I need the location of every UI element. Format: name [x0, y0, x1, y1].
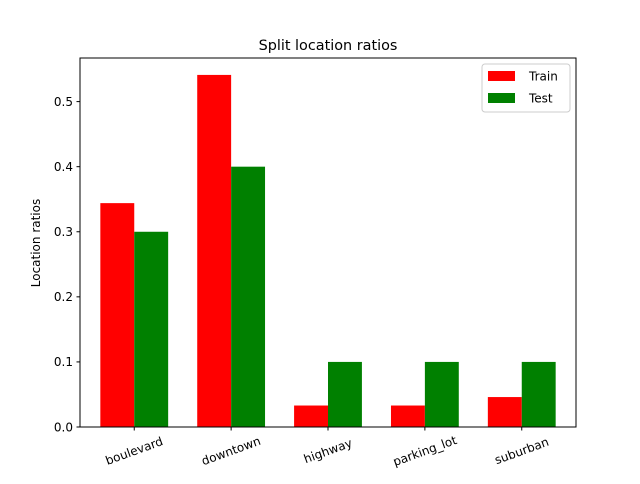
y-tick-label: 0.1 — [54, 355, 73, 369]
bar-train-downtown — [197, 74, 232, 428]
legend-label-train: Train — [528, 69, 558, 83]
y-axis-label: Location ratios — [29, 199, 43, 288]
bar-train-suburban — [487, 397, 522, 427]
bar-test-downtown — [231, 166, 266, 427]
legend-swatch-test — [488, 93, 515, 103]
bar-train-boulevard — [100, 203, 135, 427]
y-tick-label: 0.3 — [54, 225, 73, 239]
y-axis-ticks: 0.0 0.1 0.2 0.3 0.4 0.5 — [54, 95, 80, 434]
legend-label-test: Test — [528, 91, 553, 105]
y-tick-label: 0.0 — [54, 420, 73, 434]
bar-test-boulevard — [134, 231, 169, 427]
bar-test-highway — [328, 361, 362, 427]
y-tick-label: 0.5 — [54, 95, 73, 109]
bars-layer — [100, 74, 556, 428]
bar-test-suburban — [521, 361, 556, 427]
y-tick-label: 0.4 — [54, 160, 73, 174]
chart-title: Split location ratios — [259, 38, 398, 54]
legend-swatch-train — [488, 71, 515, 81]
bar-test-parking-lot — [424, 361, 459, 427]
legend: Train Test — [481, 63, 571, 113]
y-tick-label: 0.2 — [54, 290, 73, 304]
plot-frame — [79, 57, 577, 428]
bar-train-highway — [294, 405, 328, 427]
bar-train-parking-lot — [390, 405, 425, 427]
